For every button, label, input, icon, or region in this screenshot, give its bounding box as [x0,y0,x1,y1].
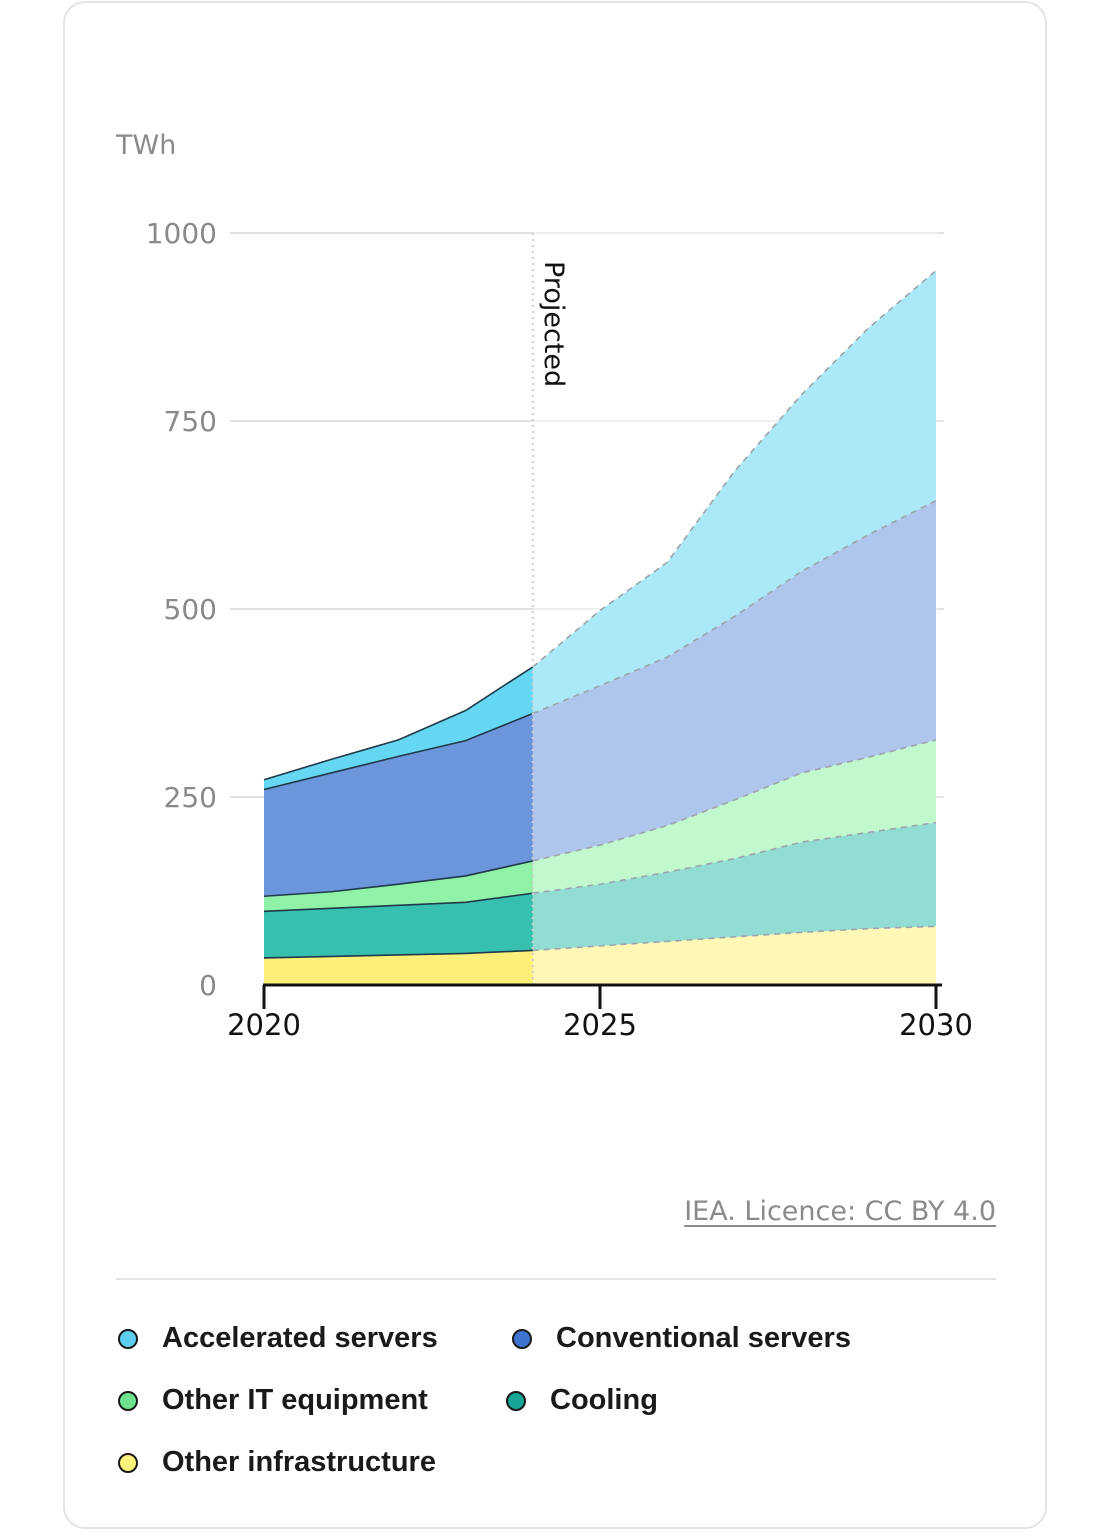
boundary-other-it-equipment-historical [263,860,533,898]
y-tick-label: 1000 [146,217,217,250]
legend-swatch [512,1328,532,1349]
x-tick-label: 2025 [563,1008,637,1042]
projection-overlay: Projected [531,223,937,985]
legend-item-cooling[interactable]: Cooling [506,1384,658,1417]
x-tick-label: 2030 [899,1008,973,1042]
legend-label: Other infrastructure [162,1446,436,1478]
legend-label: Other IT equipment [162,1384,428,1416]
projected-label: Projected [538,261,569,387]
y-tick-label: 250 [164,781,217,814]
legend-swatch [118,1390,138,1411]
x-tick-label: 2020 [227,1008,301,1042]
series-boundaries [263,269,937,959]
projection-shade [532,223,937,985]
legend-swatch [506,1390,526,1411]
area-other-infrastructure [264,926,936,985]
area-accelerated-servers [264,270,936,790]
area-series [264,270,936,985]
area-other-it-equipment [264,739,936,912]
boundary-conventional-servers-projected [532,499,937,715]
axes: 0 250 500 750 1000 2020 2025 2030 [146,217,973,1042]
licence-link[interactable]: IEA. Licence: CC BY 4.0 [684,1196,996,1227]
area-cooling [264,822,936,958]
legend-item-other-it-equipment[interactable]: Other IT equipment [118,1384,428,1417]
area-conventional-servers [264,500,936,897]
y-tick-label: 750 [164,405,217,438]
legend-item-other-infrastructure[interactable]: Other infrastructure [118,1446,436,1479]
boundary-other-infrastructure-historical [263,949,533,959]
legend-swatch [118,1452,138,1473]
legend-item-accelerated-servers[interactable]: Accelerated servers [118,1322,438,1355]
boundary-other-it-equipment-projected [532,739,937,862]
boundary-cooling-projected [532,821,937,895]
stacked-area-chart: Projected 0 250 500 750 1000 2020 2025 2030 TWh [115,130,973,1042]
y-tick-label: 0 [199,969,217,1002]
legend-label: Cooling [550,1384,658,1416]
legend-item-conventional-servers[interactable]: Conventional servers [512,1322,851,1355]
legend-swatch [118,1328,138,1349]
boundary-accelerated-servers-historical [263,666,534,781]
legend-label: Conventional servers [556,1322,851,1354]
legend-label: Accelerated servers [162,1322,438,1354]
boundary-other-infrastructure-projected [532,925,937,952]
legend-divider [116,1278,996,1280]
y-axis-label: TWh [115,130,176,161]
y-tick-label: 500 [164,593,217,626]
boundary-cooling-historical [263,892,533,913]
boundary-conventional-servers-historical [263,712,534,791]
